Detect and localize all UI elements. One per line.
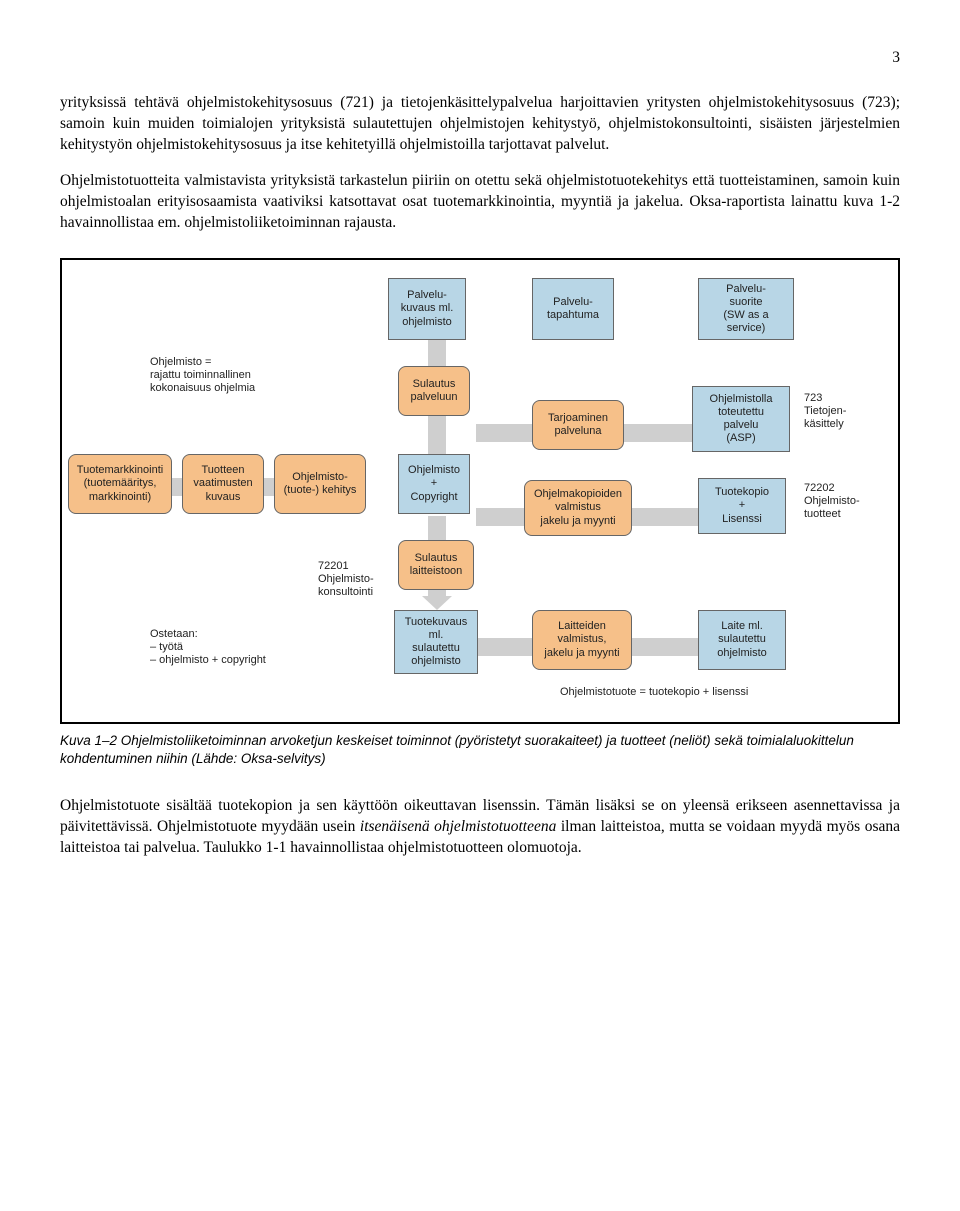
box-palvelusuorite: Palvelu- suorite (SW as a service) <box>698 278 794 340</box>
box-tuotekopio-lisenssi: Tuotekopio + Lisenssi <box>698 478 786 534</box>
paragraph-3: Ohjelmistotuote sisältää tuotekopion ja … <box>60 796 900 859</box>
paragraph-1: yrityksissä tehtävä ohjelmistokehitysosu… <box>60 93 900 156</box>
box-tuotemarkkinointi: Tuotemarkkinointi (tuotemääritys, markki… <box>68 454 172 514</box>
box-sulautus-palveluun: Sulautus palveluun <box>398 366 470 416</box>
label-72201: 72201 Ohjelmisto- konsultointi <box>318 560 398 600</box>
box-tarjoaminen-palveluna: Tarjoaminen palveluna <box>532 400 624 450</box>
figure-caption: Kuva 1–2 Ohjelmistoliiketoiminnan arvoke… <box>60 732 900 768</box>
label-ostetaan: Ostetaan: – työtä – ohjelmisto + copyrig… <box>150 628 320 668</box>
p3-italic: itsenäisenä ohjelmistotuotteena <box>360 818 556 835</box>
label-723: 723 Tietojen- käsittely <box>804 392 874 432</box>
label-ohjelmisto-def: Ohjelmisto = rajattu toiminnallinen koko… <box>150 356 310 396</box>
box-asp: Ohjelmistolla toteutettu palvelu (ASP) <box>692 386 790 452</box>
box-palvelukuvaus: Palvelu- kuvaus ml. ohjelmisto <box>388 278 466 340</box>
box-ohjelmakopioiden: Ohjelmakopioiden valmistus jakelu ja myy… <box>524 480 632 536</box>
page-number: 3 <box>60 48 900 69</box>
label-ohjelmistotuote-eq: Ohjelmistotuote = tuotekopio + lisenssi <box>560 686 820 699</box>
label-72202: 72202 Ohjelmisto- tuotteet <box>804 482 876 522</box>
box-tuotekuvaus-sul: Tuotekuvaus ml. sulautettu ohjelmisto <box>394 610 478 674</box>
box-tuotteen-vaatimusten: Tuotteen vaatimusten kuvaus <box>182 454 264 514</box>
box-ohjelmisto-copyright: Ohjelmisto + Copyright <box>398 454 470 514</box>
box-ohjelmisto-kehitys: Ohjelmisto- (tuote-) kehitys <box>274 454 366 514</box>
box-sulautus-laitteistoon: Sulautus laitteistoon <box>398 540 474 590</box>
box-laitteiden-valmistus: Laitteiden valmistus, jakelu ja myynti <box>532 610 632 670</box>
figure-frame: Ohjelmisto = rajattu toiminnallinen koko… <box>60 258 900 724</box>
paragraph-2: Ohjelmistotuotteita valmistavista yrityk… <box>60 171 900 234</box>
box-palvelutapahtuma: Palvelu- tapahtuma <box>532 278 614 340</box>
box-laite-ml-sul: Laite ml. sulautettu ohjelmisto <box>698 610 786 670</box>
